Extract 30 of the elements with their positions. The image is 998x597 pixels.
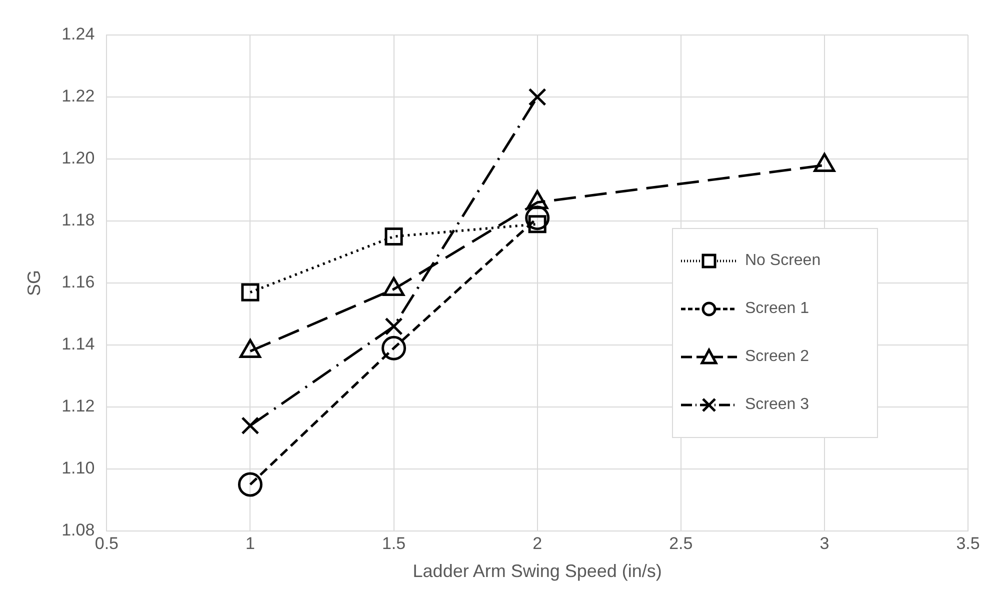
point (241, 416, 260, 435)
point (525, 206, 550, 230)
y-tick-label: 1.20 (62, 148, 95, 168)
y-tick-label: 1.14 (62, 334, 95, 354)
point (238, 472, 262, 497)
x-tick-label: 3 (820, 534, 830, 553)
x-tick-label: 2.5 (669, 534, 693, 553)
y-tick-label: 1.10 (62, 458, 95, 478)
legend-label: Screen 2 (745, 348, 810, 366)
x-tick-label: 2 (532, 534, 542, 553)
x-tick-label: 3.5 (956, 534, 980, 553)
y-tick-label: 1.08 (62, 520, 95, 540)
y-tick-label: 1.18 (62, 210, 95, 230)
x-axis-title: Ladder Arm Swing Speed (in/s) (412, 561, 662, 582)
y-tick-label: 1.22 (62, 86, 95, 106)
point (382, 336, 406, 360)
y-tick-label: 1.16 (62, 272, 95, 292)
point (241, 283, 260, 302)
point (384, 227, 403, 246)
legend-label: Screen 1 (745, 300, 810, 318)
legend-label: Screen 3 (745, 396, 810, 414)
x-tick-label: 1.5 (382, 534, 406, 553)
legend-label: No Screen (745, 252, 821, 270)
y-tick-label: 1.12 (62, 396, 95, 416)
point (384, 317, 403, 336)
x-tick-label: 1 (246, 534, 255, 553)
x-tick-label: 0.5 (94, 534, 119, 553)
y-tick-label: 1.24 (62, 24, 95, 44)
y-axis-title: SG (24, 270, 44, 296)
point (528, 88, 546, 106)
